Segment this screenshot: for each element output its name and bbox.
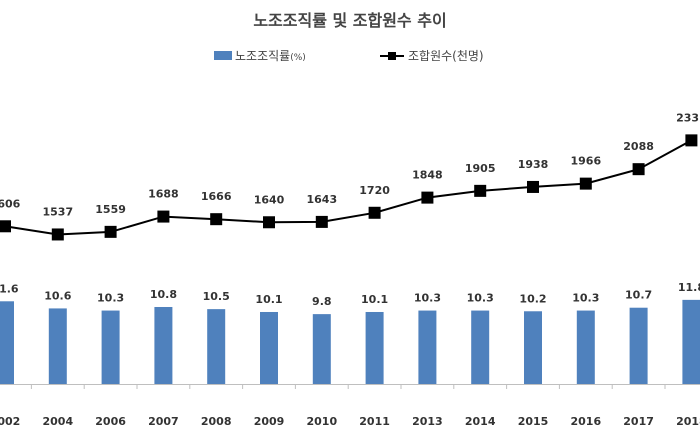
line-label-2014: 1905	[465, 162, 496, 175]
bar-2010	[312, 314, 331, 384]
x-tick-2014: 2014	[465, 415, 496, 428]
bar-label-2017: 10.7	[625, 289, 652, 302]
x-tick-2008: 2008	[201, 415, 232, 428]
legend-line-label: 조합원수	[408, 49, 452, 63]
bar-2004	[48, 308, 67, 384]
x-tick-2016: 2016	[570, 415, 601, 428]
line-label-2004: 1537	[42, 205, 73, 218]
bar-label-2011: 10.1	[361, 293, 388, 306]
bar-2014	[471, 310, 490, 384]
x-tick-2006: 2006	[95, 415, 126, 428]
x-tick-2015: 2015	[518, 415, 549, 428]
bar-2016	[576, 310, 595, 384]
line-label-2010: 1643	[306, 193, 337, 206]
legend: 노조조직률(%) 조합원수(천명)	[214, 48, 484, 63]
line-point-2006	[104, 225, 117, 238]
bar-2018	[682, 299, 700, 384]
bar-label-2007: 10.8	[150, 288, 177, 301]
bar-2013	[418, 310, 437, 384]
line-series: 1606 1537 1559 1688 1666 1640 1643 1720 1848 1905…	[0, 111, 700, 241]
bar-2015	[524, 311, 542, 384]
bar-label-2014: 10.3	[467, 292, 494, 305]
line-point-2017	[632, 163, 645, 176]
legend-line-marker	[388, 52, 396, 60]
line-point-2008	[210, 213, 223, 226]
line-label-2011: 1720	[359, 184, 390, 197]
bar-2008	[207, 309, 226, 384]
x-tick-2011: 2011	[359, 415, 390, 428]
line-label-2016: 1966	[570, 155, 601, 168]
x-tick-2007: 2007	[148, 415, 179, 428]
legend-line-unit: (천명)	[452, 48, 483, 63]
legend-bar-unit: (%)	[290, 53, 306, 63]
legend-bar-swatch	[214, 51, 232, 60]
line-path	[4, 139, 692, 236]
line-point-2010	[315, 215, 328, 228]
bar-2007	[154, 306, 173, 384]
bar-2002	[0, 301, 14, 384]
bar-2011	[365, 311, 384, 384]
line-label-2015: 1938	[518, 158, 549, 171]
x-tick-2013: 2013	[412, 415, 443, 428]
line-label-2008: 1666	[201, 190, 232, 203]
line-point-2011	[368, 206, 381, 219]
line-point-2004	[51, 228, 64, 241]
bar-label-2015: 10.2	[519, 292, 546, 305]
line-point-2009	[263, 216, 275, 229]
x-tick-2009: 2009	[254, 415, 285, 428]
line-label-2013: 1848	[412, 169, 443, 182]
svg-text:조합원수(천명): 조합원수(천명)	[408, 48, 484, 63]
line-label-2002: 1606	[0, 197, 21, 210]
svg-text:노조조직률(%): 노조조직률(%)	[235, 49, 306, 63]
bar-2017	[629, 307, 648, 384]
bar-2009	[260, 311, 278, 384]
line-label-2009: 1640	[254, 193, 285, 206]
line-label-2017: 2088	[623, 140, 654, 153]
x-tick-2010: 2010	[306, 415, 337, 428]
bar-label-2004: 10.6	[44, 289, 71, 302]
line-point-2018	[685, 134, 698, 147]
bar-2006	[101, 310, 120, 384]
bar-label-2010: 9.8	[312, 295, 332, 308]
x-tick-2002: 2002	[0, 415, 20, 428]
chart-title: 노조조직률 및 조합원수 추이	[253, 11, 446, 30]
bar-label-2016: 10.3	[572, 292, 599, 305]
bar-label-2008: 10.5	[203, 290, 230, 303]
line-point-2013	[421, 191, 434, 204]
x-axis: 2002 2004 2006 2007 2008 2009 2010 2011 2013 2014…	[0, 384, 700, 428]
bar-label-2006: 10.3	[97, 292, 124, 305]
bar-series: 11.6 10.6 10.3 10.8 10.5 10.1 9.8 10.1 10.3 10.3 1…	[0, 281, 700, 384]
x-tick-2004: 2004	[42, 415, 73, 428]
line-point-2007	[157, 210, 170, 223]
line-point-2015	[527, 180, 539, 193]
x-tick-2017: 2017	[623, 415, 654, 428]
bar-label-2013: 10.3	[414, 292, 441, 305]
legend-bar-label: 노조조직률	[235, 49, 290, 63]
line-label-2006: 1559	[95, 203, 126, 216]
bar-label-2009: 10.1	[255, 293, 282, 306]
line-label-2007: 1688	[148, 188, 179, 201]
bar-label-2018: 11.8	[678, 281, 700, 294]
line-point-2014	[474, 184, 487, 197]
line-point-2002	[0, 220, 11, 233]
line-point-2016	[579, 177, 592, 190]
bar-label-2002: 11.6	[0, 282, 19, 295]
line-label-2018: 2331	[676, 111, 700, 124]
